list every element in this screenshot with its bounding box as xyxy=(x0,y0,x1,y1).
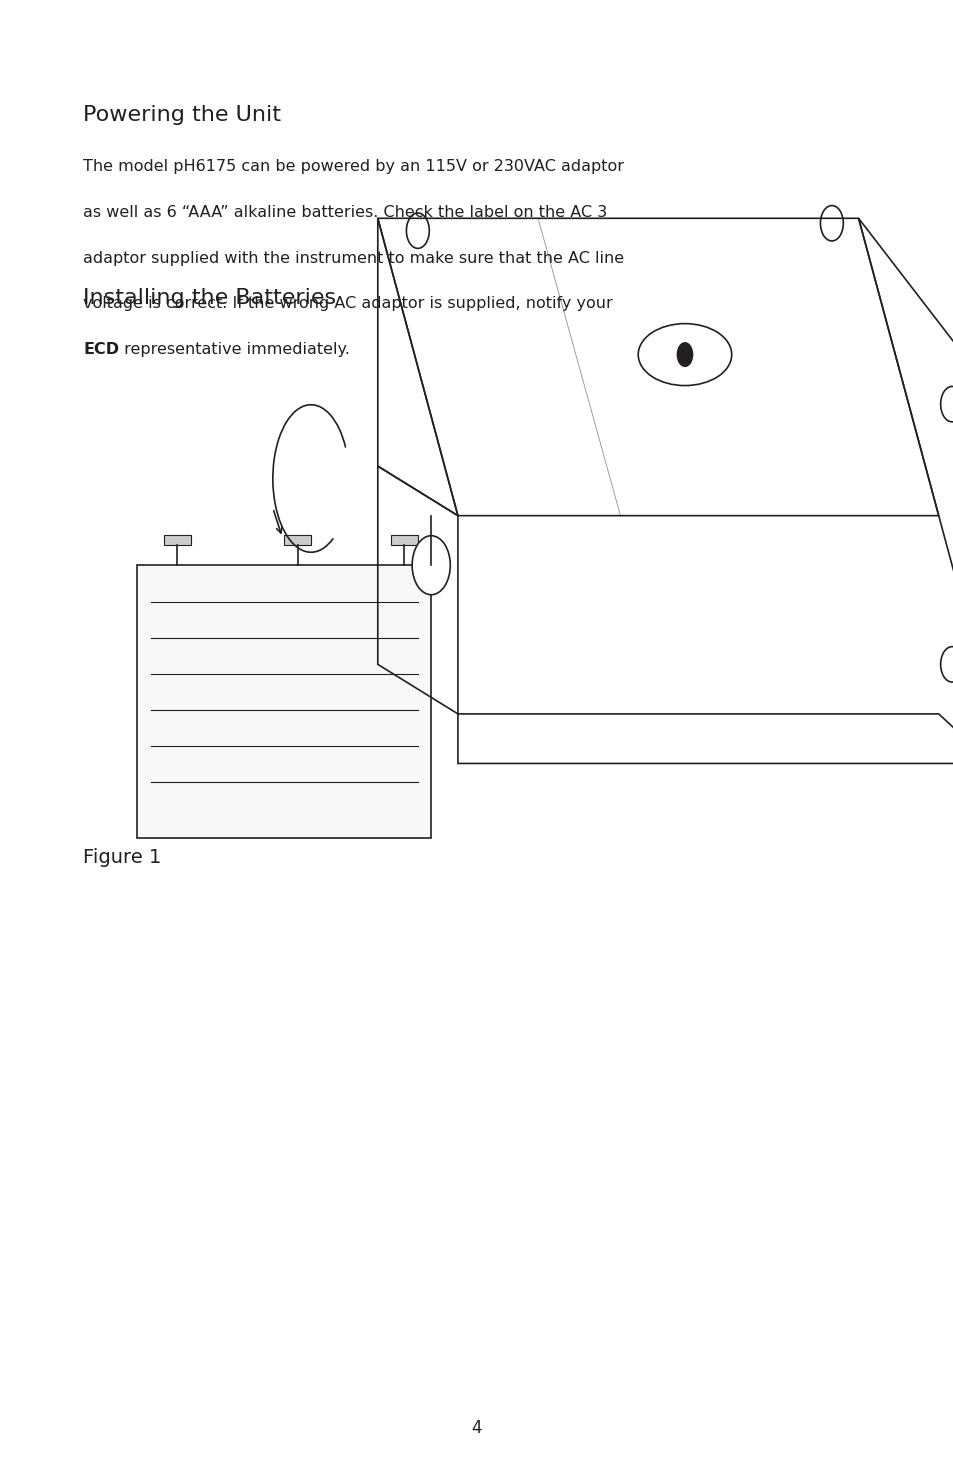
Text: voltage is correct. If the wrong AC adaptor is supplied, notify your: voltage is correct. If the wrong AC adap… xyxy=(83,296,612,311)
Circle shape xyxy=(412,535,450,594)
Circle shape xyxy=(677,342,692,366)
Text: as well as 6 “AAA” alkaline batteries. Check the label on the AC 3: as well as 6 “AAA” alkaline batteries. C… xyxy=(83,205,607,220)
Text: Figure 1: Figure 1 xyxy=(83,848,161,867)
Text: The model pH6175 can be powered by an 115V or 230VAC adaptor: The model pH6175 can be powered by an 11… xyxy=(83,159,623,174)
Polygon shape xyxy=(164,535,191,546)
Text: ECD: ECD xyxy=(83,342,119,357)
Polygon shape xyxy=(391,535,417,546)
Polygon shape xyxy=(284,535,311,546)
Text: Powering the Unit: Powering the Unit xyxy=(83,105,281,125)
Text: 4: 4 xyxy=(471,1419,482,1437)
Text: adaptor supplied with the instrument to make sure that the AC line: adaptor supplied with the instrument to … xyxy=(83,251,623,266)
Polygon shape xyxy=(137,565,431,838)
Text: representative immediately.: representative immediately. xyxy=(119,342,350,357)
Text: Installing the Batteries: Installing the Batteries xyxy=(83,288,335,308)
